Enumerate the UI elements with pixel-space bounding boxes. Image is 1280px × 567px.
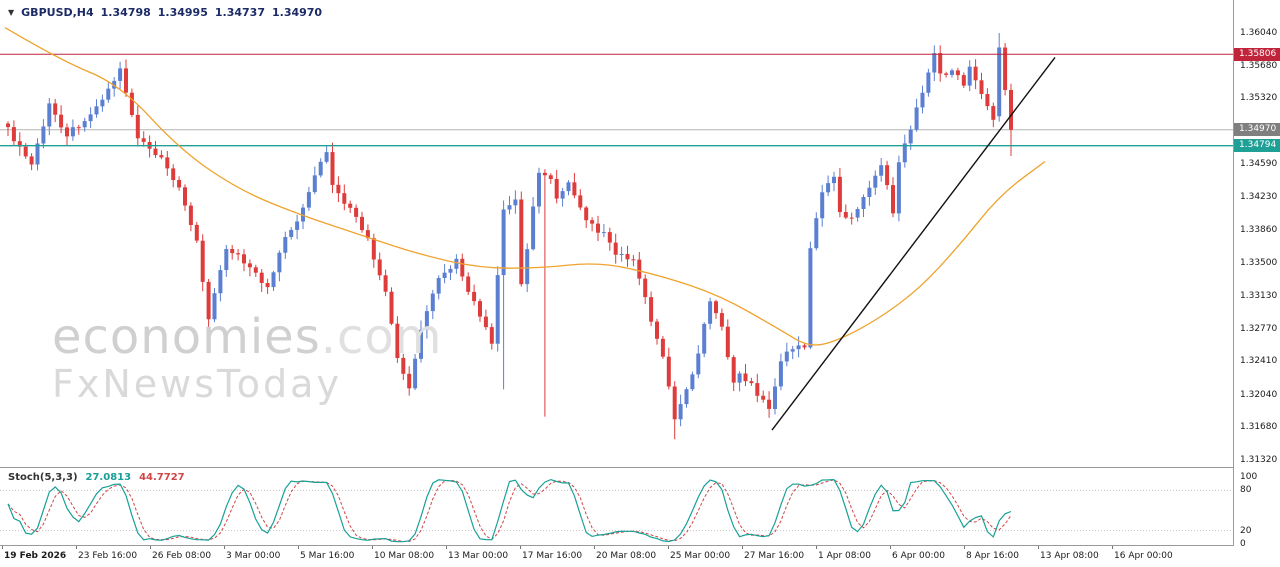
price-tag-label: 1.34970 <box>1234 123 1280 137</box>
price-tick-label: 1.33130 <box>1240 291 1278 302</box>
price-tick-label: 1.31320 <box>1240 455 1278 465</box>
price-tick-label: 1.34230 <box>1240 191 1278 202</box>
time-tick-label: 13 Apr 08:00 <box>1040 551 1099 561</box>
watermark-tld: .com <box>320 309 443 365</box>
symbol-label: GBPUSD,H4 <box>21 6 94 19</box>
time-tick <box>76 546 77 549</box>
stoch-level-label: 20 <box>1240 525 1252 536</box>
price-tick-label: 1.33500 <box>1240 257 1278 268</box>
low-value: 1.34737 <box>214 6 265 19</box>
stoch-k-value: 27.0813 <box>85 472 132 483</box>
chart-canvas[interactable]: economies.com FxNewsToday ▼ GBPUSD,H4 1.… <box>0 0 1233 468</box>
time-tick-label: 16 Apr 00:00 <box>1114 551 1173 561</box>
time-tick-label: 27 Mar 16:00 <box>744 551 805 561</box>
time-tick-label: 23 Feb 16:00 <box>78 551 138 561</box>
watermark-brand: economies.com <box>52 312 443 362</box>
time-tick-label: 26 Feb 08:00 <box>152 551 212 561</box>
stoch-level-label: 0 <box>1240 539 1246 549</box>
stoch-d-value: 44.7727 <box>139 472 185 483</box>
stoch-level-label: 80 <box>1240 485 1252 496</box>
price-axis[interactable]: 1.36040 1.35680 1.35320 1.34590 1.34230 1.338… <box>1233 0 1280 549</box>
time-tick <box>1112 546 1113 549</box>
chevron-down-icon[interactable]: ▼ <box>8 8 15 17</box>
price-tick-label: 1.34590 <box>1240 159 1278 170</box>
price-tick-label: 1.33860 <box>1240 225 1278 236</box>
stoch-svg <box>0 478 1233 543</box>
main-chart-svg <box>0 27 1233 440</box>
time-tick-label: 8 Apr 16:00 <box>966 551 1019 561</box>
time-tick-label: 25 Mar 00:00 <box>670 551 731 561</box>
close-value: 1.34970 <box>271 6 323 19</box>
time-tick-label: 19 Feb 2026 <box>4 551 67 561</box>
time-tick <box>742 546 743 549</box>
time-tick <box>298 546 299 549</box>
time-axis[interactable]: 19 Feb 2026 23 Feb 16:00 26 Feb 08:00 3 Mar… <box>0 546 1280 567</box>
time-tick <box>2 546 3 549</box>
price-tick-label: 1.36040 <box>1240 28 1278 38</box>
time-tick <box>372 546 373 549</box>
price-tick-label: 1.31680 <box>1240 422 1278 433</box>
price-tick-label: 1.32770 <box>1240 323 1278 334</box>
time-tick <box>594 546 595 549</box>
time-tick <box>964 546 965 549</box>
time-tick-label: 17 Mar 16:00 <box>522 551 583 561</box>
price-tick-label: 1.32040 <box>1240 389 1278 400</box>
time-tick <box>816 546 817 549</box>
time-tick-label: 20 Mar 08:00 <box>596 551 657 561</box>
price-tick-label: 1.35320 <box>1240 93 1278 104</box>
high-value: 1.34995 <box>157 6 208 19</box>
time-tick-label: 13 Mar 00:00 <box>448 551 509 561</box>
time-tick-label: 6 Apr 00:00 <box>892 551 945 561</box>
time-tick-label: 3 Mar 00:00 <box>226 551 281 561</box>
time-tick <box>150 546 151 549</box>
watermark-brand-name: economies <box>52 309 321 365</box>
symbol-ohlc-header: ▼ GBPUSD,H4 1.34798 1.34995 1.34737 1.34… <box>8 6 322 19</box>
time-tick <box>890 546 891 549</box>
time-tick <box>520 546 521 549</box>
stoch-panel[interactable]: Stoch(5,3,3) 27.0813 44.7727 <box>0 468 1233 546</box>
price-tick-label: 1.32410 <box>1240 356 1278 367</box>
time-tick-label: 5 Mar 16:00 <box>300 551 355 561</box>
time-tick <box>446 546 447 549</box>
time-tick <box>1038 546 1039 549</box>
open-value: 1.34798 <box>100 6 151 19</box>
stoch-name: Stoch(5,3,3) <box>8 472 78 483</box>
price-tag-label: 1.35806 <box>1234 47 1280 61</box>
time-tick <box>224 546 225 549</box>
stoch-level-label: 100 <box>1240 472 1258 482</box>
time-tick <box>668 546 669 549</box>
price-tag-label: 1.34794 <box>1234 139 1280 153</box>
stoch-indicator-label: Stoch(5,3,3) 27.0813 44.7727 <box>8 472 185 483</box>
time-tick-label: 1 Apr 08:00 <box>818 551 871 561</box>
watermark-line2: FxNewsToday <box>52 362 342 407</box>
price-tick-label: 1.35680 <box>1240 60 1278 71</box>
watermark: economies.com FxNewsToday <box>52 312 443 405</box>
time-tick-label: 10 Mar 08:00 <box>374 551 435 561</box>
